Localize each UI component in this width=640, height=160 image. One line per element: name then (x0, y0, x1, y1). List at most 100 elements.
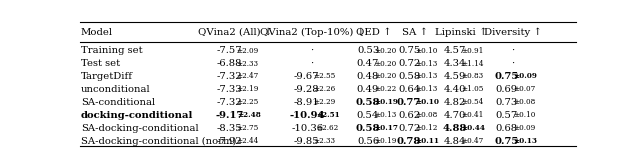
Text: 4.84: 4.84 (444, 137, 467, 146)
Text: TargetDiff: TargetDiff (81, 72, 133, 81)
Text: SA-docking-conditional (norm): SA-docking-conditional (norm) (81, 137, 237, 146)
Text: SA ↑: SA ↑ (402, 28, 428, 37)
Text: ±0.19: ±0.19 (374, 98, 398, 106)
Text: ±0.17: ±0.17 (374, 124, 398, 132)
Text: -8.91: -8.91 (294, 98, 319, 107)
Text: ±2.75: ±2.75 (237, 124, 259, 132)
Text: ±2.09: ±2.09 (237, 47, 259, 55)
Text: 0.75: 0.75 (398, 46, 420, 55)
Text: Lipinski ↑: Lipinski ↑ (435, 27, 488, 37)
Text: -7.33: -7.33 (217, 85, 243, 94)
Text: ±0.09: ±0.09 (513, 72, 537, 80)
Text: QED ↑: QED ↑ (356, 28, 392, 37)
Text: ±0.20: ±0.20 (374, 47, 396, 55)
Text: ±1.14: ±1.14 (461, 60, 484, 68)
Text: Diversity ↑: Diversity ↑ (484, 27, 542, 37)
Text: ±0.41: ±0.41 (461, 111, 484, 119)
Text: ±0.12: ±0.12 (415, 124, 438, 132)
Text: -9.17: -9.17 (215, 111, 243, 120)
Text: ±0.91: ±0.91 (461, 47, 484, 55)
Text: 0.54: 0.54 (357, 111, 380, 120)
Text: 0.57: 0.57 (496, 111, 518, 120)
Text: ±2.62: ±2.62 (316, 124, 338, 132)
Text: 0.78: 0.78 (397, 137, 421, 146)
Text: -6.88: -6.88 (217, 59, 243, 68)
Text: ±2.19: ±2.19 (237, 85, 259, 93)
Text: SA-conditional: SA-conditional (81, 98, 155, 107)
Text: 4.40: 4.40 (444, 85, 467, 94)
Text: -9.67: -9.67 (294, 72, 319, 81)
Text: ±0.19: ±0.19 (374, 137, 396, 145)
Text: unconditional: unconditional (81, 85, 150, 94)
Text: ±0.13: ±0.13 (415, 60, 438, 68)
Text: ±2.47: ±2.47 (237, 72, 259, 80)
Text: -7.92: -7.92 (217, 137, 243, 146)
Text: -7.32: -7.32 (217, 72, 243, 81)
Text: ±1.05: ±1.05 (461, 85, 484, 93)
Text: -8.35: -8.35 (217, 124, 243, 133)
Text: SA-docking-conditional: SA-docking-conditional (81, 124, 198, 133)
Text: ±0.13: ±0.13 (415, 85, 438, 93)
Text: 4.57: 4.57 (444, 46, 467, 55)
Text: 4.82: 4.82 (444, 98, 467, 107)
Text: ±2.44: ±2.44 (237, 137, 259, 145)
Text: Test set: Test set (81, 59, 120, 68)
Text: ±0.08: ±0.08 (513, 98, 535, 106)
Text: ±2.25: ±2.25 (237, 98, 259, 106)
Text: ±0.07: ±0.07 (513, 85, 535, 93)
Text: QVina2 (All) ↓: QVina2 (All) ↓ (198, 28, 273, 37)
Text: 0.48: 0.48 (357, 72, 380, 81)
Text: Model: Model (81, 28, 113, 37)
Text: -7.32: -7.32 (217, 98, 243, 107)
Text: ±0.54: ±0.54 (461, 98, 484, 106)
Text: ±0.83: ±0.83 (461, 72, 484, 80)
Text: ±2.29: ±2.29 (314, 98, 336, 106)
Text: 0.72: 0.72 (398, 59, 420, 68)
Text: 0.58: 0.58 (398, 72, 420, 81)
Text: ±0.10: ±0.10 (513, 111, 535, 119)
Text: ±2.33: ±2.33 (237, 60, 259, 68)
Text: 0.72: 0.72 (398, 124, 420, 133)
Text: ±0.08: ±0.08 (415, 111, 438, 119)
Text: 0.64: 0.64 (398, 85, 420, 94)
Text: ±2.55: ±2.55 (314, 72, 335, 80)
Text: 0.73: 0.73 (496, 98, 518, 107)
Text: -7.57: -7.57 (217, 46, 243, 55)
Text: 0.49: 0.49 (357, 85, 380, 94)
Text: ±2.26: ±2.26 (314, 85, 336, 93)
Text: QVina2 (Top-10%) ↓: QVina2 (Top-10%) ↓ (260, 28, 365, 37)
Text: -10.94: -10.94 (289, 111, 324, 120)
Text: 0.47: 0.47 (357, 59, 380, 68)
Text: ±2.51: ±2.51 (317, 111, 340, 119)
Text: 0.69: 0.69 (496, 85, 518, 94)
Text: 0.68: 0.68 (496, 124, 518, 133)
Text: 4.59: 4.59 (444, 72, 467, 81)
Text: 0.77: 0.77 (397, 98, 421, 107)
Text: -9.85: -9.85 (294, 137, 319, 146)
Text: 4.70: 4.70 (444, 111, 467, 120)
Text: 0.62: 0.62 (398, 111, 420, 120)
Text: 0.58: 0.58 (355, 98, 380, 107)
Text: ±0.11: ±0.11 (415, 137, 440, 145)
Text: ·: · (310, 46, 314, 55)
Text: 4.34: 4.34 (444, 59, 467, 68)
Text: ±2.33: ±2.33 (314, 137, 335, 145)
Text: 0.75: 0.75 (494, 137, 518, 146)
Text: 4.88: 4.88 (443, 124, 467, 133)
Text: ±0.13: ±0.13 (513, 137, 537, 145)
Text: ±0.10: ±0.10 (415, 98, 440, 106)
Text: ±0.13: ±0.13 (374, 111, 396, 119)
Text: ·: · (310, 59, 314, 68)
Text: ±0.47: ±0.47 (461, 137, 484, 145)
Text: -10.36: -10.36 (291, 124, 323, 133)
Text: ±2.48: ±2.48 (237, 111, 260, 119)
Text: Training set: Training set (81, 46, 143, 55)
Text: 0.53: 0.53 (357, 46, 379, 55)
Text: ·: · (511, 46, 515, 55)
Text: ·: · (511, 59, 515, 68)
Text: -9.28: -9.28 (294, 85, 319, 94)
Text: ±0.44: ±0.44 (461, 124, 486, 132)
Text: ±0.22: ±0.22 (374, 85, 396, 93)
Text: 0.58: 0.58 (355, 124, 380, 133)
Text: ±0.09: ±0.09 (513, 124, 535, 132)
